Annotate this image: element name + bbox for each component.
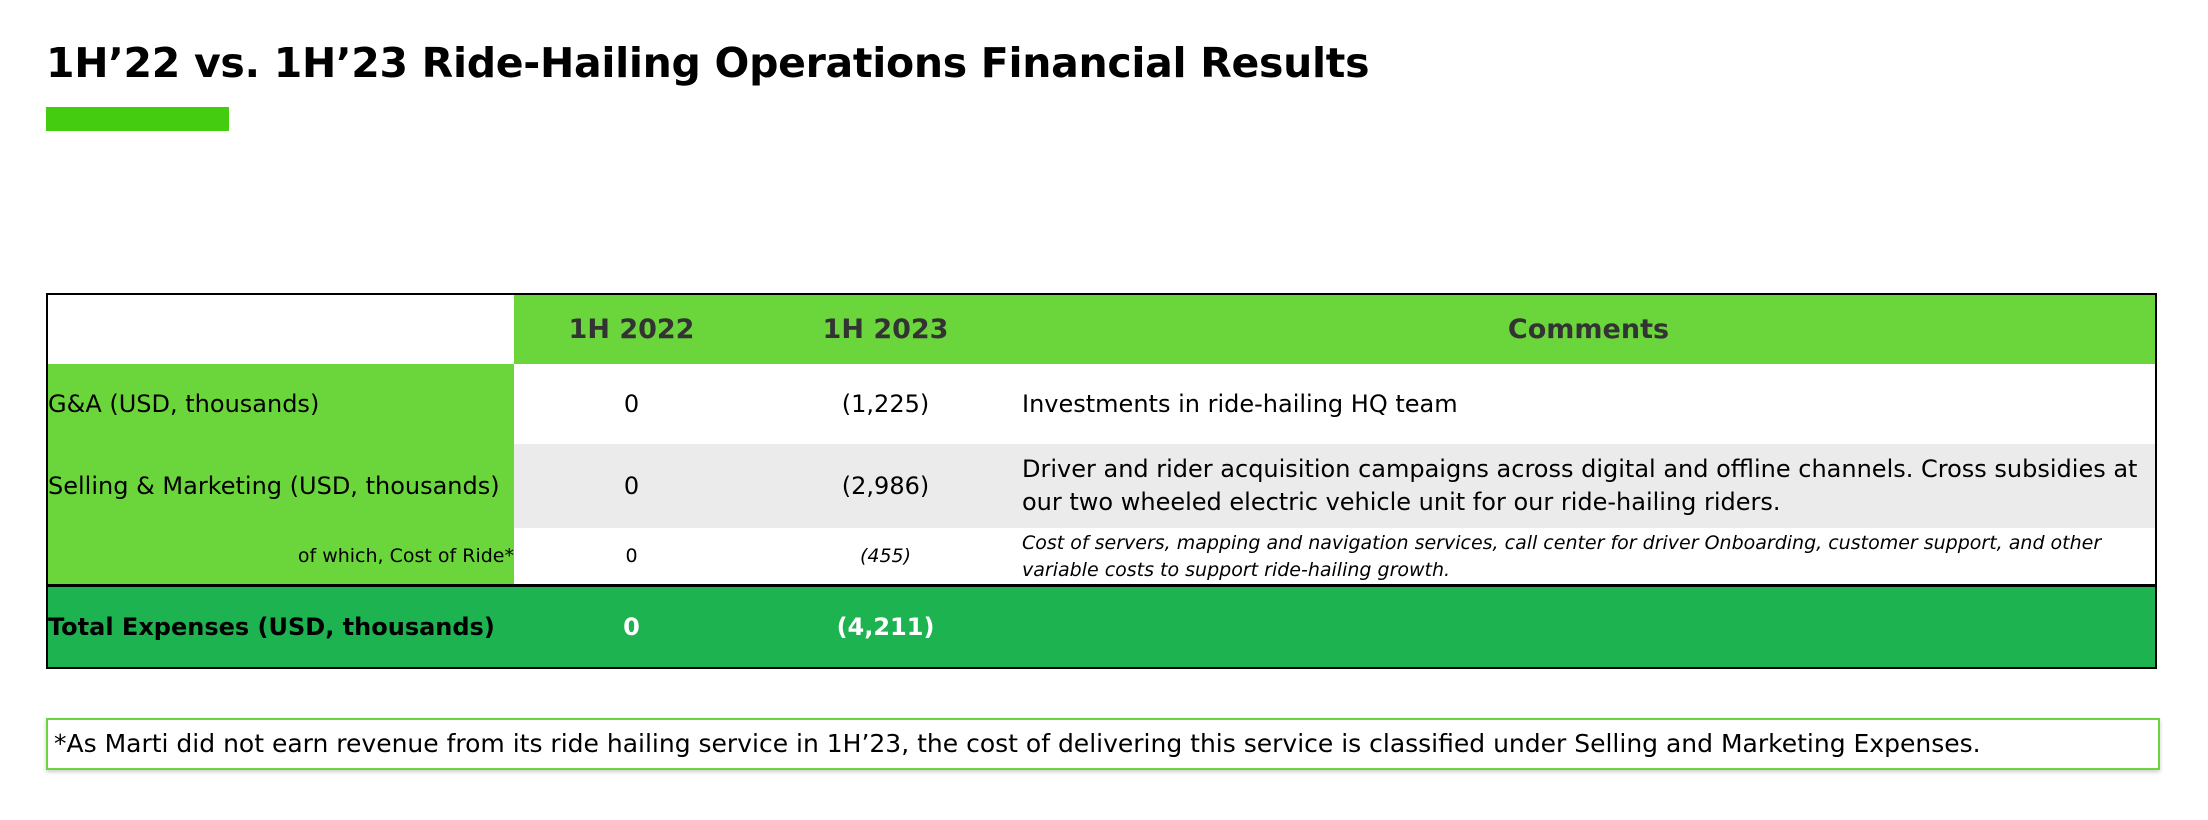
value-selling-marketing-2022: 0 — [514, 444, 749, 528]
value-ga-2022: 0 — [514, 364, 749, 444]
header-blank-cell — [47, 294, 514, 364]
value-ga-2023: (1,225) — [749, 364, 1022, 444]
table-row-cost-of-ride: of which, Cost of Ride* 0 (455) Cost of … — [47, 528, 2156, 586]
value-total-2023: (4,211) — [749, 584, 1022, 668]
comment-cost-of-ride: Cost of servers, mapping and navigation … — [1022, 528, 2156, 586]
comment-ga: Investments in ride-hailing HQ team — [1022, 364, 2156, 444]
title-underline-bar — [46, 107, 229, 131]
comment-selling-marketing: Driver and rider acquisition campaigns a… — [1022, 444, 2156, 528]
value-cost-of-ride-2023: (455) — [749, 528, 1022, 586]
table-row-ga: G&A (USD, thousands) 0 (1,225) Investmen… — [47, 364, 2156, 444]
row-label-total-expenses: Total Expenses (USD, thousands) — [47, 584, 514, 668]
header-comments: Comments — [1022, 294, 2156, 364]
value-selling-marketing-2023: (2,986) — [749, 444, 1022, 528]
table-row-selling-marketing: Selling & Marketing (USD, thousands) 0 (… — [47, 444, 2156, 528]
row-label-ga: G&A (USD, thousands) — [47, 364, 514, 444]
page-title: 1H’22 vs. 1H’23 Ride-Hailing Operations … — [46, 39, 1370, 87]
comment-total — [1022, 584, 2156, 668]
value-cost-of-ride-2022: 0 — [514, 528, 749, 586]
footnote-box: *As Marti did not earn revenue from its … — [46, 718, 2160, 770]
table-row-total-expenses: Total Expenses (USD, thousands) 0 (4,211… — [47, 584, 2156, 668]
value-total-2022: 0 — [514, 584, 749, 668]
header-1h-2023: 1H 2023 — [749, 294, 1022, 364]
row-label-selling-marketing: Selling & Marketing (USD, thousands) — [47, 444, 514, 528]
header-1h-2022: 1H 2022 — [514, 294, 749, 364]
financial-results-table: 1H 2022 1H 2023 Comments G&A (USD, thous… — [46, 293, 2157, 669]
row-label-cost-of-ride: of which, Cost of Ride* — [47, 528, 514, 586]
table-header-row: 1H 2022 1H 2023 Comments — [47, 294, 2156, 364]
